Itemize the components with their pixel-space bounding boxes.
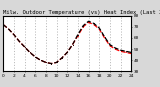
Text: Milw. Outdoor Temperature (vs) Heat Index (Last 24 Hours): Milw. Outdoor Temperature (vs) Heat Inde…: [3, 10, 160, 15]
